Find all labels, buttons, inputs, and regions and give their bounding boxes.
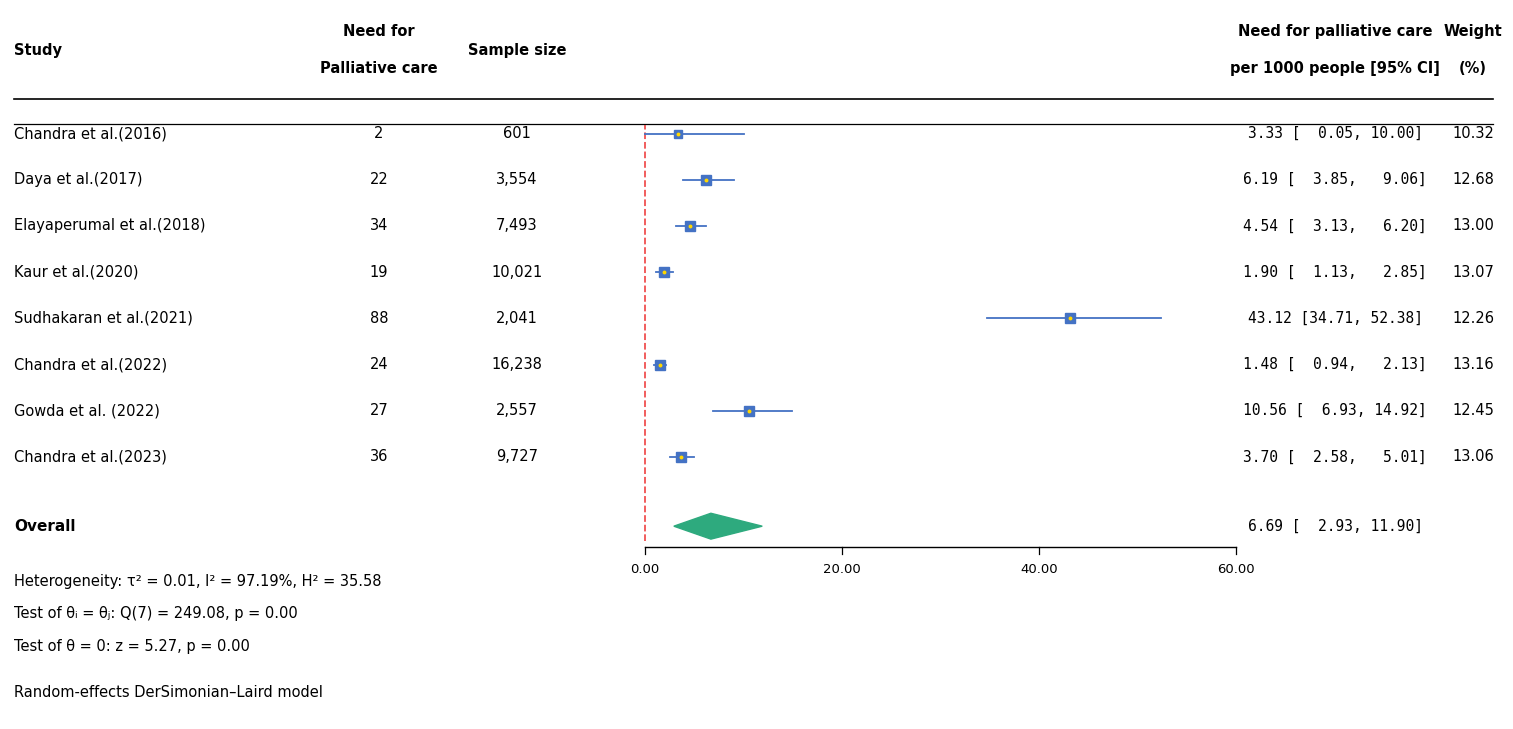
Text: 3.70 [  2.58,   5.01]: 3.70 [ 2.58, 5.01] (1244, 449, 1427, 464)
Text: 0.00: 0.00 (631, 563, 660, 576)
Text: 27: 27 (369, 403, 389, 418)
Text: 20.00: 20.00 (823, 563, 861, 576)
Text: 19: 19 (369, 265, 387, 280)
Text: 10,021: 10,021 (492, 265, 543, 280)
Text: Kaur et al.(2020): Kaur et al.(2020) (14, 265, 139, 280)
Text: 12.45: 12.45 (1452, 403, 1493, 418)
Text: 2,557: 2,557 (496, 403, 537, 418)
Text: Palliative care: Palliative care (319, 61, 437, 77)
Text: Heterogeneity: τ² = 0.01, I² = 97.19%, H² = 35.58: Heterogeneity: τ² = 0.01, I² = 97.19%, H… (14, 574, 381, 589)
Text: 88: 88 (369, 311, 387, 326)
Text: 601: 601 (502, 126, 531, 141)
Text: Random-effects DerSimonian–Laird model: Random-effects DerSimonian–Laird model (14, 685, 322, 700)
Text: 40.00: 40.00 (1020, 563, 1058, 576)
Text: 6.69 [  2.93, 11.90]: 6.69 [ 2.93, 11.90] (1248, 519, 1422, 534)
Text: 3,554: 3,554 (496, 172, 537, 187)
Text: 4.54 [  3.13,   6.20]: 4.54 [ 3.13, 6.20] (1244, 219, 1427, 233)
Text: 1.48 [  0.94,   2.13]: 1.48 [ 0.94, 2.13] (1244, 357, 1427, 372)
Text: Test of θ = 0: z = 5.27, p = 0.00: Test of θ = 0: z = 5.27, p = 0.00 (14, 639, 250, 654)
Text: 12.26: 12.26 (1452, 311, 1493, 326)
Text: Elayaperumal et al.(2018): Elayaperumal et al.(2018) (14, 219, 206, 233)
Text: Sudhakaran et al.(2021): Sudhakaran et al.(2021) (14, 311, 192, 326)
Text: Chandra et al.(2022): Chandra et al.(2022) (14, 357, 166, 372)
Text: 13.00: 13.00 (1452, 219, 1493, 233)
Text: Need for palliative care: Need for palliative care (1238, 24, 1433, 39)
Text: 2: 2 (374, 126, 383, 141)
Text: 13.06: 13.06 (1452, 449, 1493, 464)
Text: Chandra et al.(2016): Chandra et al.(2016) (14, 126, 166, 141)
Text: 6.19 [  3.85,   9.06]: 6.19 [ 3.85, 9.06] (1244, 172, 1427, 187)
Text: Sample size: Sample size (468, 43, 566, 58)
Text: 34: 34 (369, 219, 387, 233)
Text: Gowda et al. (2022): Gowda et al. (2022) (14, 403, 160, 418)
Text: 16,238: 16,238 (492, 357, 542, 372)
Text: Daya et al.(2017): Daya et al.(2017) (14, 172, 142, 187)
Text: 36: 36 (369, 449, 387, 464)
Text: 60.00: 60.00 (1218, 563, 1256, 576)
Text: Study: Study (14, 43, 62, 58)
Text: 9,727: 9,727 (496, 449, 537, 464)
Text: Need for: Need for (343, 24, 415, 39)
Text: 7,493: 7,493 (496, 219, 537, 233)
Text: 10.56 [  6.93, 14.92]: 10.56 [ 6.93, 14.92] (1244, 403, 1427, 418)
Text: Weight: Weight (1443, 24, 1502, 39)
Text: 10.32: 10.32 (1452, 126, 1493, 141)
Text: 13.16: 13.16 (1452, 357, 1493, 372)
Text: per 1000 people [95% CI]: per 1000 people [95% CI] (1230, 61, 1440, 77)
Text: 24: 24 (369, 357, 389, 372)
Text: 3.33 [  0.05, 10.00]: 3.33 [ 0.05, 10.00] (1248, 126, 1422, 141)
Text: 2,041: 2,041 (496, 311, 537, 326)
Text: Test of θᵢ = θⱼ: Q(7) = 249.08, p = 0.00: Test of θᵢ = θⱼ: Q(7) = 249.08, p = 0.00 (14, 607, 298, 621)
Text: 1.90 [  1.13,   2.85]: 1.90 [ 1.13, 2.85] (1244, 265, 1427, 280)
Text: 13.07: 13.07 (1452, 265, 1493, 280)
Text: (%): (%) (1459, 61, 1487, 77)
Text: 12.68: 12.68 (1452, 172, 1493, 187)
Text: 43.12 [34.71, 52.38]: 43.12 [34.71, 52.38] (1248, 311, 1422, 326)
Polygon shape (673, 513, 763, 539)
Text: Overall: Overall (14, 519, 76, 534)
Text: 22: 22 (369, 172, 389, 187)
Text: Chandra et al.(2023): Chandra et al.(2023) (14, 449, 166, 464)
